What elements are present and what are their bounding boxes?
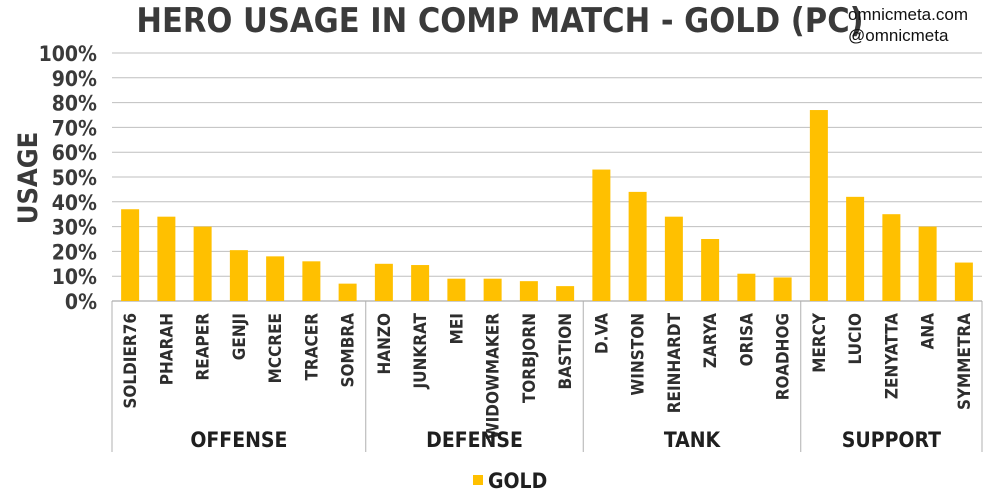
y-tick-label: 70% <box>52 116 97 140</box>
y-tick-label: 50% <box>52 166 97 190</box>
category-label: ZARYA <box>701 313 721 368</box>
category-label: D.VA <box>592 313 612 354</box>
category-label: TRACER <box>302 313 322 381</box>
bar <box>229 250 248 301</box>
bar <box>193 226 212 301</box>
watermark-site: omnicmeta.com <box>848 5 968 24</box>
category-label: REAPER <box>194 313 214 381</box>
category-label: MCCREE <box>266 313 286 383</box>
bar <box>592 169 611 301</box>
bar <box>157 216 176 301</box>
bar <box>447 278 466 301</box>
bar <box>411 265 430 301</box>
category-label: LUCIO <box>846 313 866 364</box>
bar <box>556 286 575 301</box>
bar <box>846 196 865 301</box>
category-label: WIDOWMAKER <box>484 313 504 440</box>
bar <box>918 226 937 301</box>
bar <box>121 209 140 301</box>
category-label: MEI <box>447 313 467 344</box>
group-labels: OFFENSE DEFENSE TANK SUPPORT <box>111 301 983 452</box>
bar <box>266 256 285 301</box>
category-labels: SOLDIER76 PHARAH REAPER GENJI MCCREE TRACER SO… <box>121 312 975 439</box>
y-tick-label: 100% <box>39 42 97 66</box>
bar <box>882 214 901 301</box>
y-tick-label: 10% <box>52 265 97 289</box>
category-label: TORBJORN <box>520 313 540 403</box>
y-tick-label: 90% <box>52 67 97 91</box>
category-label: MERCY <box>810 312 830 373</box>
category-label: WINSTON <box>629 313 649 396</box>
bar <box>519 281 538 301</box>
category-label: HANZO <box>375 313 395 375</box>
y-tick-label: 80% <box>52 92 97 116</box>
bar <box>338 283 357 301</box>
category-label: SYMMETRA <box>955 313 975 410</box>
y-tick-label: 40% <box>52 191 97 215</box>
category-label: REINHARDT <box>665 312 685 413</box>
bar <box>701 239 720 301</box>
bar <box>628 191 647 301</box>
watermark-handle: @omnicmeta <box>848 26 949 45</box>
group-label: DEFENSE <box>426 428 523 452</box>
y-tick-label: 20% <box>52 240 97 264</box>
bar <box>483 278 502 301</box>
legend-label: GOLD <box>488 469 547 493</box>
group-label: SUPPORT <box>842 428 941 452</box>
category-label: ZENYATTA <box>882 313 902 399</box>
y-tick-label: 60% <box>52 141 97 165</box>
category-label: JUNKRAT <box>411 312 431 389</box>
y-axis-label: USAGE <box>13 132 44 225</box>
y-axis-ticks: 0%10%20%30%40%50%60%70%80%90%100% <box>39 42 97 314</box>
gridlines <box>112 52 982 302</box>
y-tick-label: 0% <box>65 290 97 314</box>
legend: GOLD <box>473 469 547 493</box>
group-label: OFFENSE <box>190 428 287 452</box>
category-label: ANA <box>919 313 939 350</box>
chart-title: HERO USAGE IN COMP MATCH - GOLD (PC) <box>136 1 863 41</box>
bar <box>954 262 973 301</box>
bar <box>737 273 756 301</box>
category-label: PHARAH <box>157 313 177 385</box>
bar <box>664 216 683 301</box>
bar <box>302 261 321 301</box>
bar <box>374 263 393 301</box>
group-label: TANK <box>664 428 722 452</box>
category-label: ROADHOG <box>774 313 794 400</box>
legend-swatch <box>473 475 483 485</box>
category-label: ORISA <box>737 313 757 366</box>
bars <box>121 110 973 301</box>
bar <box>809 110 828 301</box>
category-label: BASTION <box>556 313 576 389</box>
category-label: SOLDIER76 <box>121 313 141 409</box>
y-tick-label: 30% <box>52 216 97 240</box>
category-label: SOMBRA <box>339 313 359 388</box>
category-label: GENJI <box>230 313 250 360</box>
bar <box>773 277 792 301</box>
